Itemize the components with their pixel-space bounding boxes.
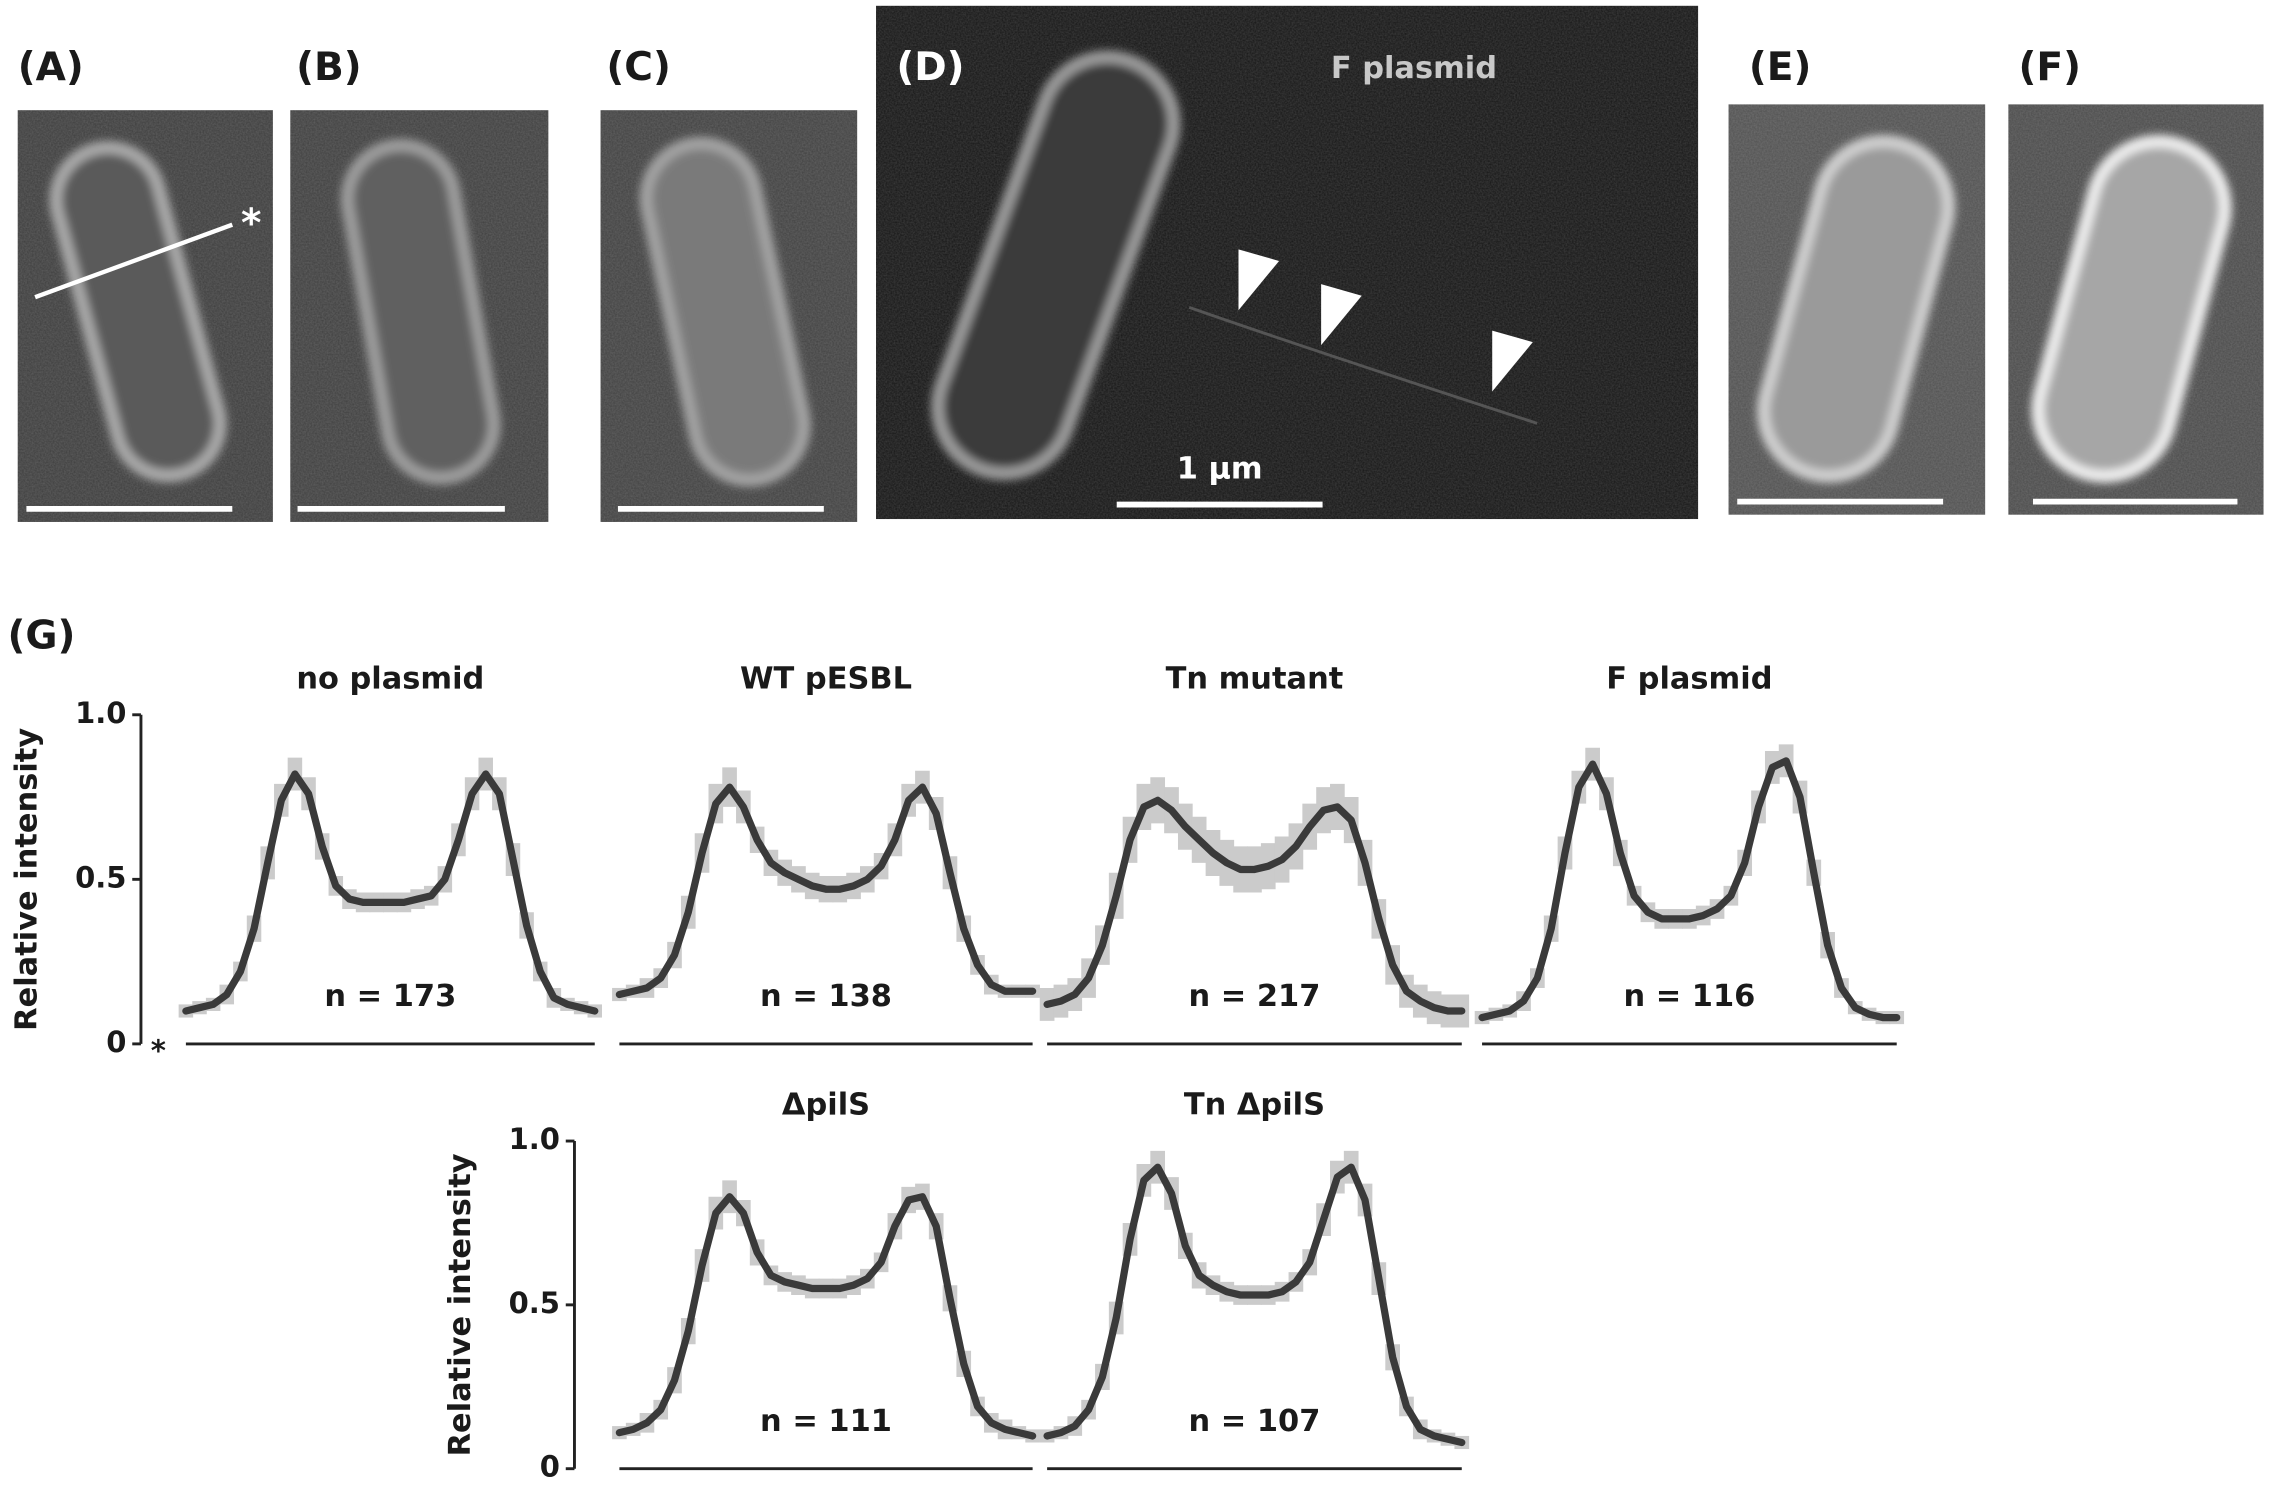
y-axis-label: Relative intensity (9, 728, 44, 1031)
panel-label: (A) (18, 45, 84, 90)
y-tick-label: 1.0 (509, 1122, 560, 1156)
sample-size: n = 138 (760, 979, 892, 1014)
chart-title: no plasmid (296, 661, 484, 696)
cell (2031, 134, 2232, 483)
arrowhead (1238, 249, 1280, 311)
cell (340, 138, 501, 485)
panel-label: (F) (2019, 45, 2082, 90)
arrowhead (1321, 284, 1362, 346)
sample-size: n = 111 (760, 1404, 892, 1439)
micrographs: (A) * (B) (C) (D) F plasmid 1 µm (E) (F) (17, 5, 2264, 522)
cell (1756, 134, 1956, 483)
y-tick-label: 0 (540, 1450, 560, 1484)
cell (639, 136, 811, 487)
panel-label: (D) (896, 45, 964, 90)
sample-size: n = 107 (1188, 1404, 1320, 1439)
profile-line (615, 1193, 1037, 1440)
scale-label: 1 µm (1177, 451, 1263, 486)
profile-line (1478, 757, 1901, 1022)
y-tick-label: 0.5 (75, 860, 126, 894)
sample-size: n = 116 (1623, 979, 1755, 1014)
cell (49, 140, 227, 483)
panel-label: (G) (8, 613, 76, 658)
profile-line (615, 783, 1037, 999)
chart-title: WT pESBL (740, 661, 912, 696)
profile-charts: no plasmid 0 0.5 1.0 Relative intensity * n = … (9, 661, 1905, 1484)
y-tick-label: 0.5 (509, 1286, 560, 1320)
arrowhead (1492, 330, 1533, 392)
profile-line (34, 222, 234, 300)
profile-line (182, 770, 599, 1015)
panel-title: F plasmid (1331, 51, 1497, 86)
y-tick-label: 0 (106, 1025, 126, 1059)
profile-marker: * (241, 202, 261, 247)
panel-label: (C) (606, 45, 670, 90)
chart-title: F plasmid (1606, 661, 1772, 696)
sample-size: n = 217 (1188, 979, 1320, 1014)
y-axis-label: Relative intensity (443, 1153, 478, 1456)
panel-label: (B) (296, 45, 362, 90)
chart-title: ΔpilS (782, 1088, 870, 1123)
sample-size: n = 173 (324, 979, 456, 1014)
panel-label: (E) (1749, 45, 1812, 90)
y-tick-label: 1.0 (75, 696, 126, 730)
profile-marker: * (151, 1034, 166, 1068)
chart-title: Tn mutant (1166, 661, 1344, 696)
chart-title: Tn ΔpilS (1184, 1088, 1325, 1123)
profile-line (1043, 796, 1466, 1015)
pilus (1188, 306, 1538, 425)
cell (931, 50, 1181, 481)
profile-line (1043, 1163, 1466, 1447)
